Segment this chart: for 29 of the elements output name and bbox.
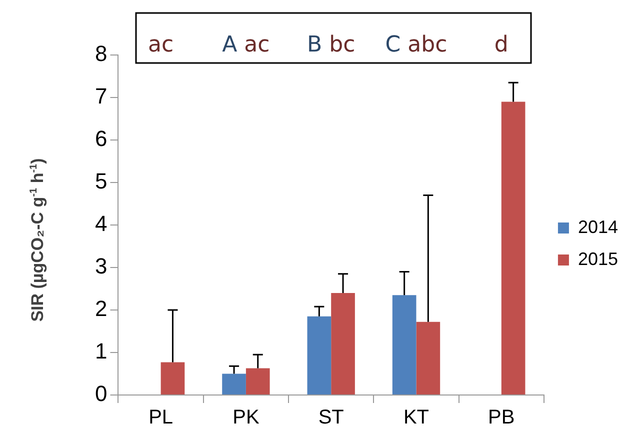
annotation: B bc	[307, 32, 356, 58]
y-tick-label: 8	[94, 41, 108, 66]
y-tick-label: 2	[94, 296, 108, 322]
y-tick-label: 1	[94, 338, 108, 364]
y-tick-label: 5	[94, 168, 108, 194]
bar	[501, 102, 526, 394]
bar	[160, 362, 185, 394]
x-tick-label: KT	[403, 406, 430, 429]
y-tick-label: 4	[94, 211, 108, 236]
y-tick-label: 6	[94, 126, 108, 152]
x-tick-label: PB	[488, 406, 515, 429]
y-tick-label: 0	[94, 381, 108, 406]
legend-label: 2015	[578, 248, 618, 269]
bar	[246, 368, 270, 394]
y-tick-label: 3	[94, 254, 108, 279]
x-tick-label: PK	[232, 406, 260, 429]
bar	[416, 322, 440, 394]
x-tick-label: PL	[148, 406, 174, 429]
bar	[222, 374, 246, 394]
x-tick-label: ST	[318, 406, 344, 429]
annotation: C abc	[385, 32, 448, 58]
bar	[331, 293, 355, 394]
annotation: d	[494, 32, 508, 58]
bar	[392, 295, 416, 394]
bar	[307, 316, 332, 394]
y-tick-label: 7	[94, 84, 108, 109]
legend-label: 2014	[578, 216, 618, 237]
annotation: ac	[148, 32, 174, 58]
annotation: A ac	[222, 32, 270, 58]
